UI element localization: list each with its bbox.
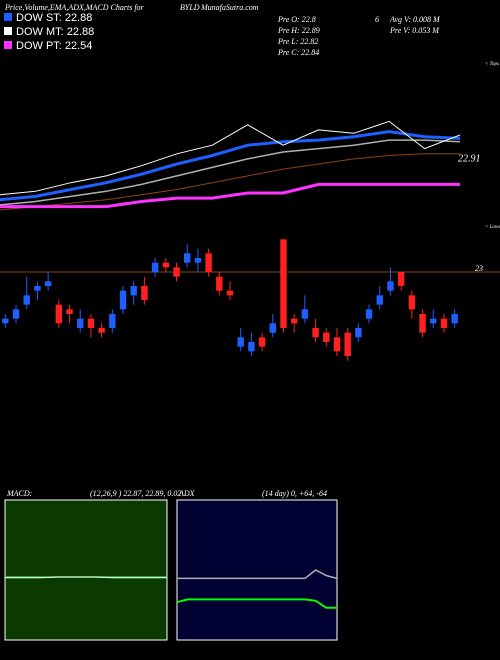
candle-body bbox=[397, 272, 405, 286]
legend-swatch bbox=[4, 13, 12, 21]
candle-body bbox=[23, 295, 30, 305]
candle-body bbox=[141, 286, 148, 300]
stat: 6 bbox=[375, 15, 379, 24]
stat: Pre H: 22.89 bbox=[277, 26, 320, 35]
panel-subtitle: (12,26,9 ) 22.87, 22.89, 0.02 bbox=[90, 489, 181, 498]
stat: Pre O: 22.8 bbox=[277, 15, 316, 24]
candle-body bbox=[216, 276, 223, 291]
candle-body bbox=[301, 309, 309, 319]
candle-body bbox=[376, 295, 383, 305]
last-value: 22.91 bbox=[458, 153, 481, 164]
candle-body bbox=[226, 290, 234, 296]
candle-body bbox=[312, 328, 319, 338]
panel-title: ADX bbox=[178, 489, 196, 498]
candle-body bbox=[451, 314, 458, 324]
candle-body bbox=[98, 328, 105, 333]
series-line bbox=[0, 182, 460, 209]
legend-swatch bbox=[4, 27, 12, 35]
candle-body bbox=[119, 290, 127, 310]
candle-body bbox=[258, 337, 266, 347]
series-line bbox=[5, 576, 167, 579]
stat: Pre L: 22.82 bbox=[277, 37, 318, 46]
candle-body bbox=[66, 309, 73, 314]
candle-body bbox=[387, 281, 394, 291]
symbol: BYLD bbox=[180, 3, 200, 12]
candle-body bbox=[194, 258, 202, 263]
panel-title: MACD: bbox=[6, 489, 33, 498]
candle-body bbox=[237, 337, 244, 347]
candle-body bbox=[344, 332, 351, 356]
candle-body bbox=[323, 332, 330, 342]
candle-body bbox=[109, 314, 116, 328]
candle-body bbox=[151, 262, 159, 272]
candle-body bbox=[12, 309, 20, 319]
candle-body bbox=[440, 318, 448, 328]
series-line bbox=[0, 139, 461, 206]
site: MunafaSutra.com bbox=[200, 3, 259, 12]
candle-body bbox=[355, 328, 362, 338]
candle-body bbox=[290, 318, 298, 324]
candle-body bbox=[430, 318, 437, 324]
candle-body bbox=[184, 253, 191, 263]
candle-body bbox=[77, 318, 84, 328]
panel bbox=[176, 499, 338, 641]
candle-body bbox=[87, 318, 95, 328]
series-line bbox=[176, 598, 337, 609]
page-title: Price,Volume,EMA,ADX,MACD Charts for bbox=[4, 3, 145, 12]
candle-body bbox=[173, 267, 180, 277]
reference-label: 23 bbox=[475, 264, 483, 273]
candle-body bbox=[419, 314, 426, 333]
stat: Avg V: 0.008 M bbox=[389, 15, 441, 24]
series-line bbox=[177, 569, 338, 580]
series-line bbox=[0, 120, 461, 196]
candle-body bbox=[55, 304, 63, 324]
stat: Pre C: 22.84 bbox=[277, 48, 319, 57]
legend-label: DOW MT: 22.88 bbox=[16, 26, 94, 38]
candle-body bbox=[365, 309, 373, 319]
candle-body bbox=[34, 286, 41, 291]
candle-body bbox=[248, 342, 255, 352]
series-line bbox=[0, 153, 460, 211]
series-line bbox=[0, 130, 461, 202]
side-label: < Lows bbox=[485, 225, 500, 230]
candle-body bbox=[333, 337, 341, 352]
candle-body bbox=[44, 281, 52, 286]
legend-label: DOW ST: 22.88 bbox=[16, 12, 92, 24]
candle-body bbox=[408, 295, 416, 310]
panel bbox=[4, 499, 168, 641]
candle-body bbox=[269, 323, 276, 333]
candle-body bbox=[280, 239, 287, 328]
stat: Pre V: 0.053 M bbox=[389, 26, 440, 35]
side-label: < Tops bbox=[485, 62, 499, 67]
candle-body bbox=[130, 286, 137, 296]
candle-body bbox=[205, 253, 212, 272]
panel-subtitle: (14 day) 0, +64, -64 bbox=[262, 489, 327, 498]
legend-swatch bbox=[4, 41, 12, 49]
legend-label: DOW PT: 22.54 bbox=[16, 40, 92, 52]
candle-body bbox=[2, 318, 9, 324]
candle-body bbox=[162, 262, 170, 268]
